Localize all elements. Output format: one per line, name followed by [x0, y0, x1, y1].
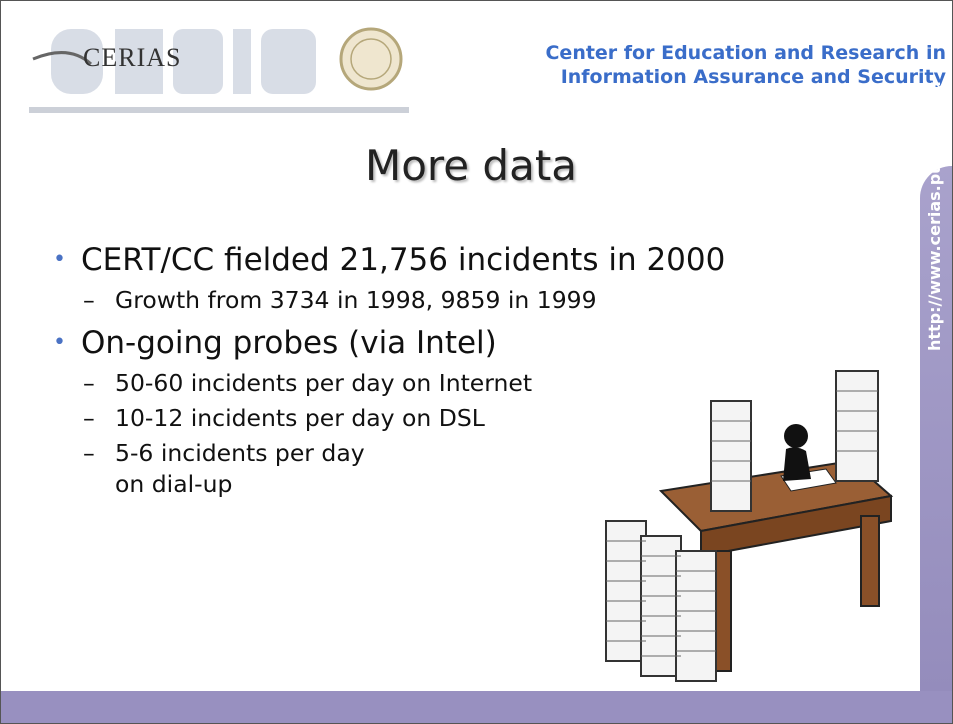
side-url: http://www.cerias.purdue.edu	[923, 179, 949, 679]
org-line: Center for Education and Research in	[545, 41, 946, 65]
slide: CERIAS Center for Education and Research…	[0, 0, 953, 724]
org-line: Information Assurance and Security	[545, 65, 946, 89]
bullet: On-going probes (via Intel)	[53, 322, 913, 364]
logo-text: CERIAS	[83, 43, 181, 73]
sub-bullet: Growth from 3734 in 1998, 9859 in 1999	[53, 285, 913, 316]
organization: Center for Education and Research in Inf…	[545, 41, 946, 89]
slide-title: More data	[1, 141, 941, 190]
bullet: CERT/CC fielded 21,756 incidents in 2000	[53, 239, 913, 281]
clipart	[581, 361, 921, 691]
sub-list: Growth from 3734 in 1998, 9859 in 1999	[53, 285, 913, 316]
bottom-band	[1, 691, 952, 723]
url-text: http://www.cerias.purdue.edu	[925, 81, 944, 351]
sub-bullet: 5-6 incidents per day on dial-up	[53, 438, 385, 500]
